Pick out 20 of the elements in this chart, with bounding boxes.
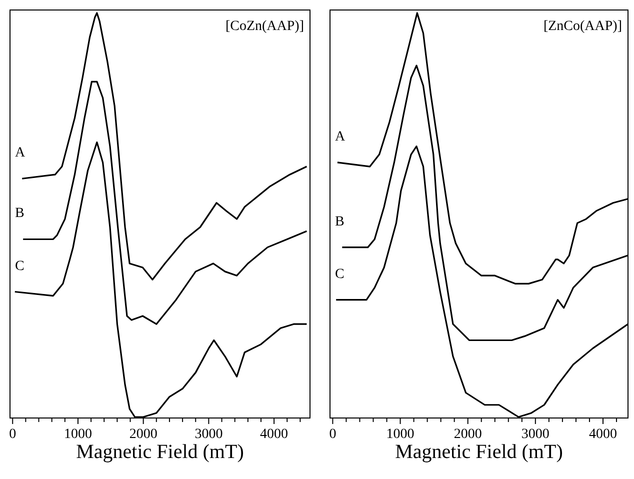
series-label: B xyxy=(15,206,24,222)
series-label: A xyxy=(335,129,346,144)
x-axis-title: Magnetic Field (mT) xyxy=(395,441,563,463)
series-label: A xyxy=(15,146,26,161)
x-tick-label: 4000 xyxy=(260,427,288,442)
series-label: C xyxy=(15,258,24,274)
x-axis-title: Magnetic Field (mT) xyxy=(76,441,244,463)
series-label: B xyxy=(335,214,344,230)
x-tick-label: 1000 xyxy=(386,427,414,442)
x-tick-label: 0 xyxy=(9,427,16,442)
x-tick-label: 3000 xyxy=(194,427,223,442)
series-label: C xyxy=(335,266,344,282)
x-tick-label: 0 xyxy=(329,427,336,442)
x-tick-label: 1000 xyxy=(64,427,92,442)
chart-title: [CoZn(AAP)] xyxy=(225,19,304,34)
chart-title: [ZnCo(AAP)] xyxy=(543,19,622,34)
x-tick-label: 2000 xyxy=(454,427,482,442)
x-tick-label: 4000 xyxy=(589,427,617,442)
x-tick-label: 2000 xyxy=(129,427,158,442)
x-tick-label: 3000 xyxy=(521,427,550,442)
